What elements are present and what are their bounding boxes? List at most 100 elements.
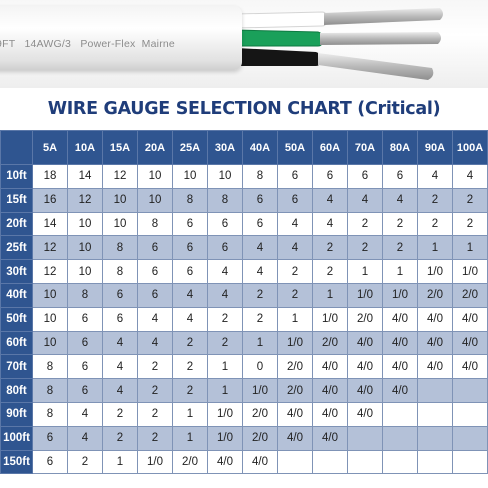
gauge-cell: 6 (312, 164, 348, 189)
gauge-cell: 1/0 (312, 306, 348, 332)
row-header: 100ft (0, 425, 33, 451)
gauge-cell: 10 (207, 164, 243, 189)
gauge-cell: 2 (312, 259, 348, 284)
gauge-cell: 4/0 (312, 378, 348, 403)
gauge-cell: 4 (382, 187, 418, 213)
table-row: 25ft 12 10 8 6 6 6 4 4 2 2 2 1 1 (0, 235, 488, 261)
gauge-cell (417, 378, 453, 403)
gauge-cell: 2 (137, 425, 173, 451)
gauge-cell: 1 (172, 425, 208, 451)
gauge-cell: 2 (417, 211, 453, 237)
gauge-cell: 8 (32, 378, 68, 403)
gauge-cell: 6 (242, 187, 278, 213)
column-header: 25A (172, 130, 208, 165)
gauge-cell: 10 (32, 306, 68, 332)
gauge-cell: 2 (417, 187, 453, 213)
gauge-cell (452, 401, 488, 427)
gauge-cell: 6 (172, 211, 208, 237)
gauge-cell: 8 (32, 354, 68, 380)
column-header: 30A (207, 130, 243, 165)
gauge-cell: 4 (207, 282, 243, 308)
gauge-cell: 4/0 (347, 401, 383, 427)
gauge-cell: 2 (67, 449, 103, 475)
column-header: 80A (382, 130, 418, 165)
header-row: 5A 10A 15A 20A 25A 30A 40A 50A 60A 70A 80A 90A 100A (0, 130, 488, 165)
gauge-cell: 4/0 (277, 425, 313, 451)
gauge-cell: 1 (417, 235, 453, 261)
column-header: 90A (417, 130, 453, 165)
row-header: 40ft (0, 282, 33, 308)
gauge-cell: 4 (137, 330, 173, 356)
gauge-cell: 10 (67, 211, 103, 237)
gauge-cell: 4 (207, 259, 243, 284)
column-header: 20A (137, 130, 173, 165)
row-header: 50ft (0, 306, 33, 332)
corner-cell (0, 130, 33, 165)
row-header: 90ft (0, 401, 33, 427)
gauge-cell: 8 (172, 187, 208, 213)
gauge-cell (452, 425, 488, 451)
gauge-cell: 0 (242, 354, 278, 380)
white-wire (235, 11, 327, 29)
gauge-cell: 4 (102, 378, 138, 403)
gauge-cell: 4/0 (382, 306, 418, 332)
gauge-cell: 4/0 (207, 449, 243, 475)
cable-print-text: 29FT 14AWG/3 Power-Flex Mairne (0, 38, 175, 50)
gauge-cell: 1/0 (207, 401, 243, 427)
gauge-cell: 1 (242, 330, 278, 356)
table-row: 50ft 10 6 6 4 4 2 2 1 1/0 2/0 4/0 4/0 4/0 (0, 306, 488, 332)
green-wire (235, 29, 323, 47)
gauge-cell: 8 (207, 187, 243, 213)
gauge-cell: 4 (67, 425, 103, 451)
chart-title: WIRE GAUGE SELECTION CHART (Critical) (0, 88, 488, 130)
gauge-cell: 1/0 (417, 259, 453, 284)
gauge-cell: 2 (207, 330, 243, 356)
gauge-cell: 12 (102, 164, 138, 189)
gauge-cell: 4/0 (382, 330, 418, 356)
column-header: 5A (32, 130, 68, 165)
gauge-cell: 6 (347, 164, 383, 189)
gauge-cell: 2 (137, 354, 173, 380)
gauge-cell: 6 (382, 164, 418, 189)
gauge-cell (312, 449, 348, 475)
gauge-cell: 8 (32, 401, 68, 427)
gauge-cell: 2 (172, 354, 208, 380)
gauge-cell: 6 (102, 282, 138, 308)
table-row: 90ft 8 4 2 2 1 1/0 2/0 4/0 4/0 4/0 (0, 401, 488, 427)
gauge-cell: 2/0 (172, 449, 208, 475)
gauge-cell: 1/0 (137, 449, 173, 475)
row-header: 70ft (0, 354, 33, 380)
gauge-cell: 6 (32, 449, 68, 475)
table-row: 70ft 8 6 4 2 2 1 0 2/0 4/0 4/0 4/0 4/0 4/0 (0, 354, 488, 380)
gauge-cell: 1/0 (207, 425, 243, 451)
gauge-cell: 10 (32, 282, 68, 308)
gauge-cell: 4 (242, 235, 278, 261)
table-body: 10ft 18 14 12 10 10 10 8 6 6 6 6 4 4 15ft 16 12 10 10 8 8 6 6 4… (0, 164, 488, 475)
gauge-cell: 1 (277, 306, 313, 332)
gauge-cell: 4/0 (382, 354, 418, 380)
gauge-cell: 1 (382, 259, 418, 284)
gauge-cell: 18 (32, 164, 68, 189)
gauge-cell: 14 (32, 211, 68, 237)
table-row: 100ft 6 4 2 2 1 1/0 2/0 4/0 4/0 (0, 425, 488, 451)
gauge-cell: 1/0 (452, 259, 488, 284)
gauge-cell (452, 378, 488, 403)
table-row: 20ft 14 10 10 8 6 6 6 4 4 2 2 2 2 (0, 211, 488, 237)
gauge-cell: 4/0 (452, 306, 488, 332)
gauge-cell: 4 (347, 187, 383, 213)
gauge-cell: 4/0 (417, 354, 453, 380)
gauge-cell: 6 (137, 235, 173, 261)
row-header: 80ft (0, 378, 33, 403)
gauge-cell: 1 (207, 354, 243, 380)
gauge-cell: 4/0 (417, 306, 453, 332)
black-wire-strands (318, 53, 434, 80)
gauge-cell: 4/0 (347, 378, 383, 403)
gauge-cell: 2 (137, 378, 173, 403)
gauge-cell: 4/0 (452, 354, 488, 380)
gauge-cell: 4 (452, 164, 488, 189)
gauge-cell: 8 (102, 259, 138, 284)
gauge-cell: 4/0 (312, 401, 348, 427)
gauge-cell: 2 (137, 401, 173, 427)
gauge-cell: 2 (312, 235, 348, 261)
gauge-cell: 6 (207, 235, 243, 261)
